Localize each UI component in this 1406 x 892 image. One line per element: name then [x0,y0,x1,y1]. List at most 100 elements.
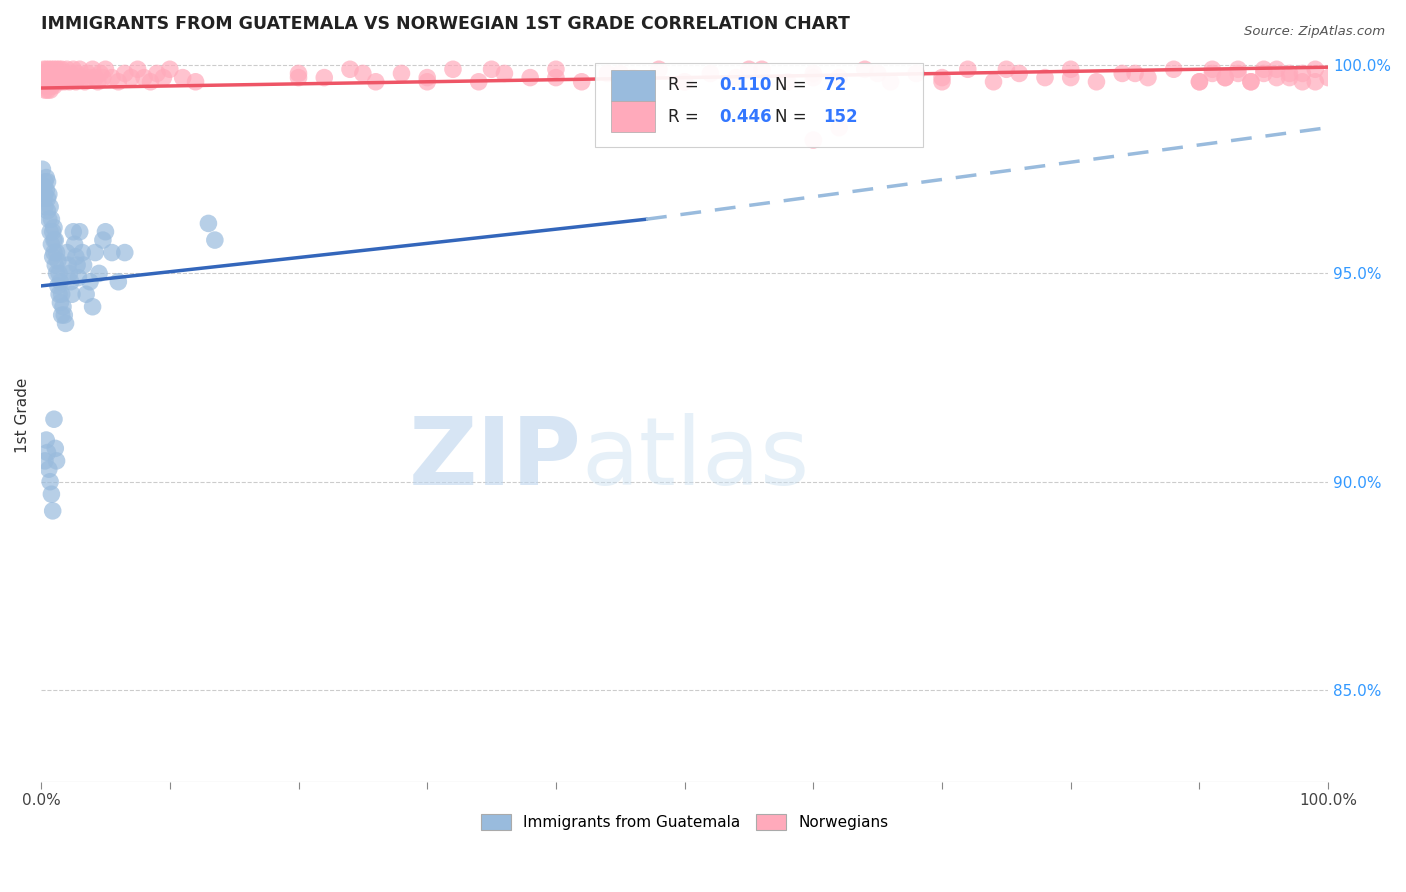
Point [38,62,60,77]
Point [1085,75,1108,89]
Point [879,75,901,89]
Point [46,66,69,80]
Point [39,75,62,89]
Point [197,216,219,230]
Point [41,66,63,80]
Point [51,308,73,322]
FancyBboxPatch shape [612,70,655,101]
Point [481,62,503,77]
Point [82,62,104,77]
Point [51,287,73,301]
Point [42,70,65,85]
Point [139,75,162,89]
Point [42,78,65,93]
Point [931,70,953,85]
Point [63,237,86,252]
Point [84,70,107,85]
Point [287,70,309,85]
Point [287,66,309,80]
Point [59,66,82,80]
Point [48,267,70,281]
Point [89,66,111,80]
Point [69,62,91,77]
Point [648,62,671,77]
Point [37,445,59,459]
Point [67,270,90,285]
Text: 152: 152 [824,108,858,126]
Text: Source: ZipAtlas.com: Source: ZipAtlas.com [1244,25,1385,38]
Text: R =: R = [668,76,704,94]
Point [49,295,72,310]
Point [45,267,67,281]
Point [49,66,72,80]
Point [467,75,489,89]
Point [38,462,60,476]
Point [51,70,73,85]
Point [59,275,82,289]
Point [34,175,56,189]
Text: 0.110: 0.110 [720,76,772,94]
Text: atlas: atlas [582,413,810,505]
Point [62,62,84,77]
Point [127,62,149,77]
Point [72,245,94,260]
Point [45,245,67,260]
Point [35,183,58,197]
Point [314,70,336,85]
Point [67,70,90,85]
Point [44,258,66,272]
Point [34,75,56,89]
Point [1265,62,1288,77]
Point [37,75,59,89]
Point [905,66,928,80]
Point [101,245,124,260]
Point [79,275,101,289]
Point [364,75,387,89]
Point [146,66,169,80]
Point [31,66,53,80]
Point [39,66,62,80]
Point [62,225,84,239]
Point [204,233,226,247]
Point [621,70,644,85]
Point [49,75,72,89]
Point [38,78,60,93]
Point [339,62,361,77]
Point [801,66,824,80]
Point [544,62,567,77]
Point [34,200,56,214]
Point [1253,66,1275,80]
Point [42,220,65,235]
Point [441,62,464,77]
Point [519,70,541,85]
Point [94,225,117,239]
Point [1136,70,1159,85]
Point [1303,75,1326,89]
Point [84,245,107,260]
Point [995,62,1018,77]
Point [1253,62,1275,77]
Point [34,187,56,202]
Point [571,75,593,89]
Point [48,62,70,77]
Point [31,75,53,89]
Point [38,187,60,202]
Point [72,258,94,272]
Point [60,287,83,301]
Point [776,75,799,89]
Point [32,178,55,193]
Point [58,267,80,281]
Point [107,75,129,89]
Point [39,83,62,97]
Point [416,75,439,89]
Point [56,258,79,272]
Point [172,70,194,85]
Point [66,66,89,80]
Point [751,62,773,77]
Point [101,70,124,85]
Point [494,66,516,80]
Point [45,62,67,77]
Point [44,442,66,456]
Point [91,233,114,247]
Point [1240,75,1263,89]
